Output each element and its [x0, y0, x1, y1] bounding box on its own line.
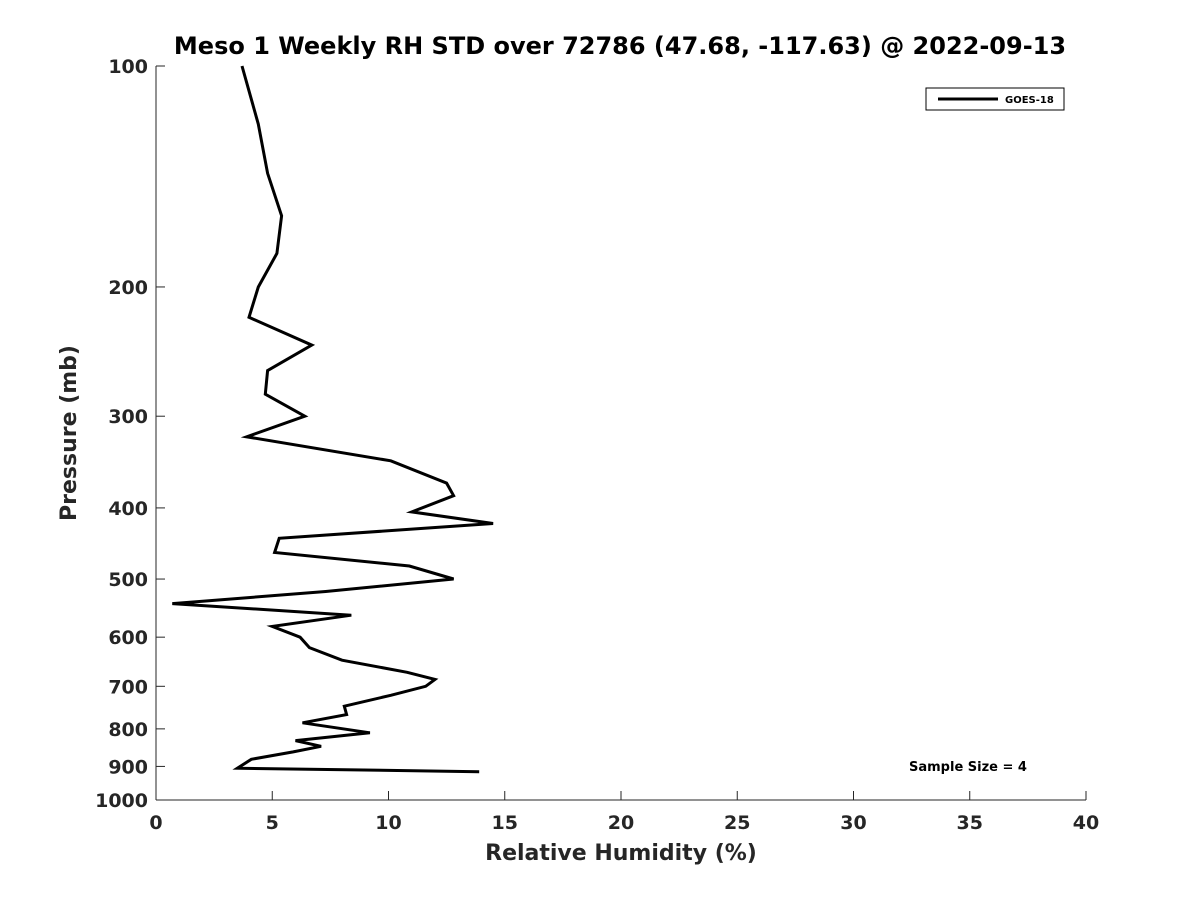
- x-tick-label: 15: [492, 812, 518, 834]
- x-tick-label: 5: [266, 812, 279, 834]
- y-tick-label: 900: [108, 756, 148, 778]
- y-tick-label: 100: [108, 56, 148, 78]
- y-tick-label: 700: [108, 676, 148, 698]
- y-tick-label: 400: [108, 498, 148, 520]
- y-tick-label: 300: [108, 406, 148, 428]
- series-layer: [172, 65, 494, 774]
- x-tick-label: 10: [375, 812, 401, 834]
- chart-title: Meso 1 Weekly RH STD over 72786 (47.68, …: [174, 32, 1066, 60]
- x-tick-label: 30: [840, 812, 866, 834]
- y-tick-label: 500: [108, 569, 148, 591]
- y-axis-label: Pressure (mb): [57, 345, 82, 521]
- legend-label-goes-18: GOES-18: [1005, 95, 1054, 106]
- y-tick-label: 600: [108, 627, 148, 649]
- x-tick-label: 35: [957, 812, 983, 834]
- x-axis-label: Relative Humidity (%): [485, 841, 757, 866]
- y-ticks: 100 200 300 400 500 600 700 800 900 1000: [95, 56, 165, 812]
- x-tick-label: 0: [149, 812, 162, 834]
- series-line-goes-18: [172, 65, 494, 774]
- x-tick-label: 25: [724, 812, 750, 834]
- legend: GOES-18: [925, 87, 1065, 111]
- sample-size-annotation: Sample Size = 4: [909, 760, 1027, 775]
- y-tick-label: 800: [108, 719, 148, 741]
- x-ticks: 0 5 10 15 20 25 30 35 40: [149, 791, 1099, 834]
- y-tick-label: 1000: [95, 790, 148, 812]
- x-tick-label: 20: [608, 812, 634, 834]
- x-tick-label: 40: [1073, 812, 1099, 834]
- y-tick-label: 200: [108, 277, 148, 299]
- axes: [155, 66, 1086, 801]
